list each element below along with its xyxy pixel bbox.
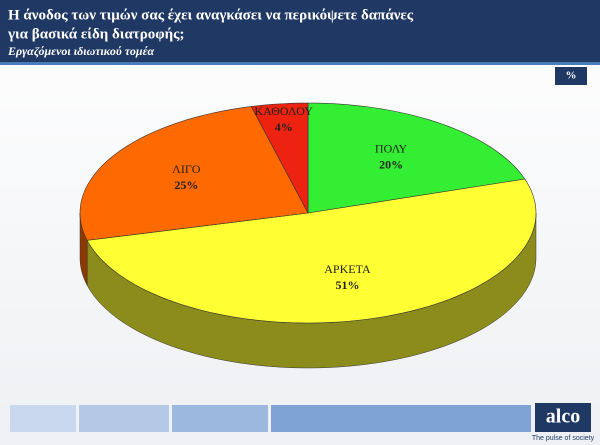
footer-block bbox=[172, 405, 268, 432]
slice-label: ΑΡΚΕΤΑ bbox=[324, 262, 371, 276]
slice-label: ΛΙΓΟ bbox=[172, 162, 201, 176]
unit-badge bbox=[555, 67, 587, 85]
tagline: The pulse of society bbox=[532, 435, 595, 442]
header-rule bbox=[0, 62, 600, 65]
slice bbox=[250, 102, 309, 214]
unit-label: % bbox=[566, 70, 577, 82]
slice bbox=[86, 178, 537, 324]
header-bar bbox=[0, 0, 600, 62]
slice bbox=[307, 102, 526, 214]
logo: alco bbox=[546, 406, 580, 428]
pie: ΠΟΛΥ 20% ΑΡΚΕΤΑ 51% ΛΙΓΟ 25% ΚΑΘΟΛΟΥ 4% bbox=[79, 102, 537, 369]
slice-label: ΠΟΛΥ bbox=[375, 142, 408, 156]
title-line: Η άνοδος των τιμών σας έχει αναγκάσει να… bbox=[8, 7, 414, 23]
logo-box bbox=[535, 403, 591, 432]
value-label: 20% bbox=[379, 158, 403, 172]
title-line: για βασικά είδη διατροφής; bbox=[7, 26, 184, 42]
value-label: 4% bbox=[275, 120, 293, 134]
footer-block bbox=[79, 405, 169, 432]
slice-label: ΚΑΘΟΛΟΥ bbox=[254, 104, 313, 118]
value-label: 51% bbox=[335, 278, 359, 292]
footer-block bbox=[10, 405, 76, 432]
slice bbox=[79, 106, 309, 241]
value-label: 25% bbox=[174, 178, 198, 192]
subtitle: Εργαζόμενοι ιδιωτικού τομέα bbox=[7, 44, 155, 58]
footer-block bbox=[271, 405, 531, 432]
